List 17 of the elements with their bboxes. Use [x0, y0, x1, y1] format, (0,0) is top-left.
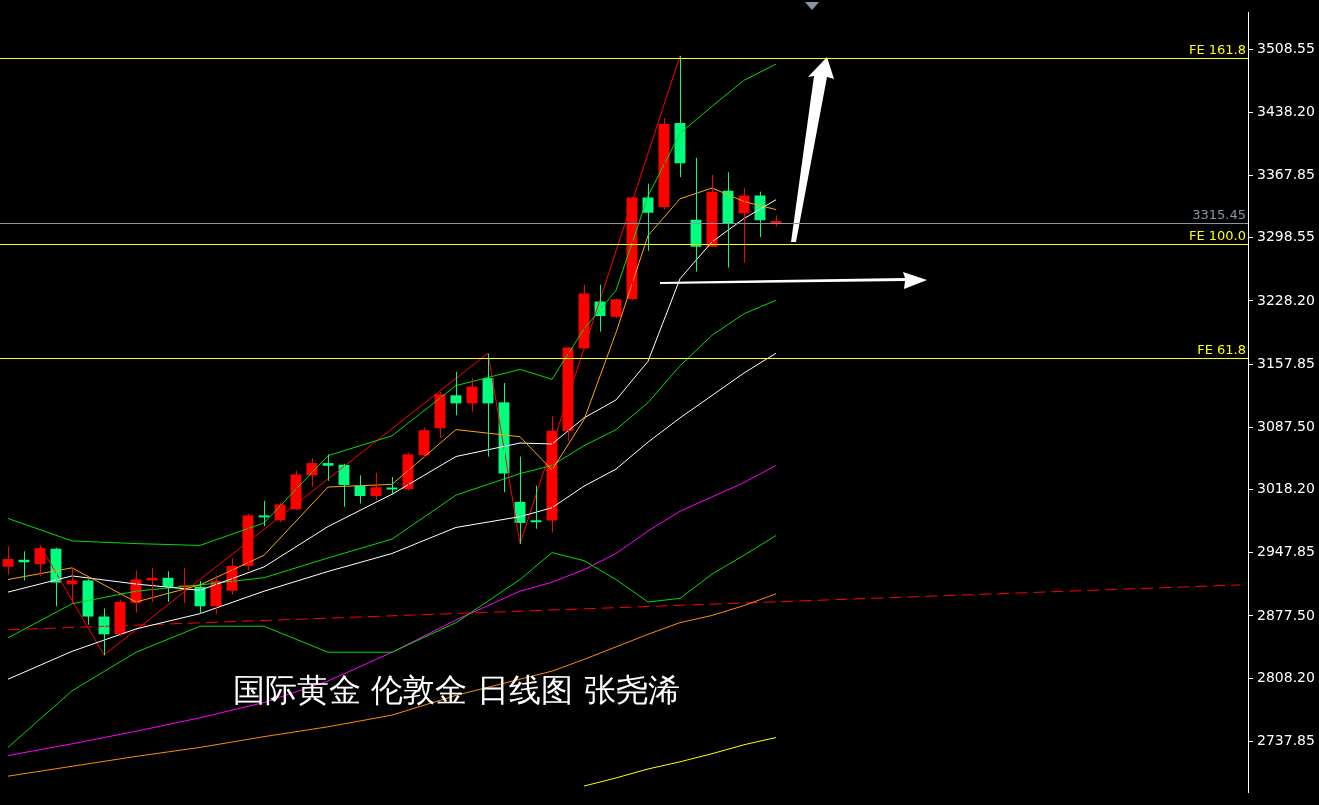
- y-tick-label: 2737.85: [1257, 731, 1315, 748]
- ref-line-label: FE 100.0: [1188, 228, 1246, 244]
- y-tick-label: 2808.20: [1257, 668, 1315, 685]
- ref-line-label: 3315.45: [1192, 207, 1246, 223]
- y-tick-label: 3157.85: [1257, 354, 1315, 371]
- y-tick-label: 3438.20: [1257, 103, 1315, 120]
- y-tick-label: 2947.85: [1257, 543, 1315, 560]
- y-tick-label: 3367.85: [1257, 166, 1315, 183]
- y-tick-label: 2877.50: [1257, 606, 1315, 623]
- y-tick-label: 3298.55: [1257, 228, 1315, 245]
- y-tick-label: 3018.20: [1257, 480, 1315, 497]
- ref-line-label: FE 61.8: [1197, 342, 1246, 358]
- candlestick: [322, 453, 334, 482]
- y-tick-label: 3087.50: [1257, 417, 1315, 434]
- y-tick-label: 3228.20: [1257, 291, 1315, 308]
- y-tick-label: 3508.55: [1257, 39, 1315, 56]
- ref-line-label: FE 161.8: [1188, 42, 1246, 58]
